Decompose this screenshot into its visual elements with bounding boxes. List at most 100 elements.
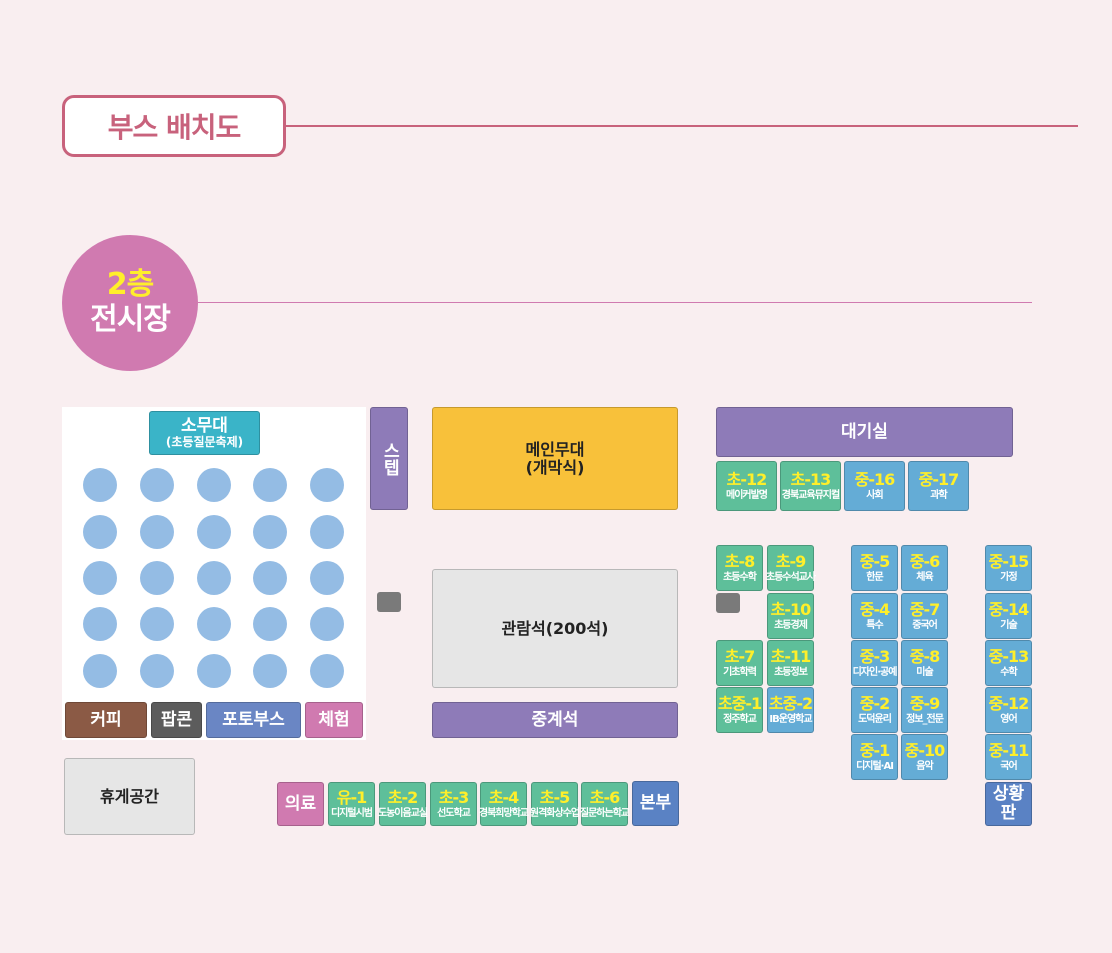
page-title: 부스 배치도	[62, 95, 286, 157]
booth-code: 중-2	[859, 693, 890, 713]
seat-table	[140, 607, 174, 641]
booth-code: 초-12	[726, 469, 768, 489]
booth-code: 중-1	[859, 740, 890, 760]
floor-badge: 2층 전시장	[62, 235, 198, 371]
booth: 중-8 미술	[901, 640, 948, 686]
booth-name: 도덕윤리	[858, 714, 892, 726]
staff-area: 스텝	[370, 407, 408, 510]
booth: 초-7 기초학력	[716, 640, 763, 686]
booth-code: 중-8	[909, 646, 940, 666]
booth-name: 초등수학	[723, 572, 757, 584]
seat-table	[83, 607, 117, 641]
booth-code: 초-5	[539, 787, 570, 807]
booth-code: 중-13	[988, 646, 1030, 666]
small-stage-label: 소무대	[181, 416, 228, 437]
booth-code: 유-1	[336, 787, 367, 807]
seat-table	[253, 607, 287, 641]
main-stage: 메인무대 (개막식)	[432, 407, 678, 510]
booth-code: 중-16	[854, 469, 896, 489]
booth-name: 정주학교	[723, 714, 757, 726]
booth: 초중-2 IB운영학교	[767, 687, 814, 733]
booth: 초-9 초등수석교사	[765, 545, 816, 591]
booth: 중-11 국어	[985, 734, 1032, 780]
booth: 초-5 원격화상수업	[529, 782, 580, 826]
booth: 중-17 과학	[908, 461, 969, 511]
headquarters-booth: 본부	[632, 781, 679, 826]
seat-table	[140, 561, 174, 595]
booth: 초-11 초등정보	[767, 640, 814, 686]
booth-name: 체육	[916, 572, 933, 584]
booth-name: 초등수석교사	[765, 572, 816, 584]
booth-code: 중-11	[988, 740, 1030, 760]
booth-name: 가정	[1000, 572, 1017, 584]
booth-name: 경북희망학교	[478, 808, 529, 820]
booth-name: 과학	[930, 490, 947, 502]
booth-name: 메이커발명	[726, 490, 768, 502]
booth-name: 기초학력	[723, 667, 757, 679]
booth: 초-3 선도학교	[430, 782, 477, 826]
booth-code: 초-10	[770, 599, 812, 619]
booth-code: 중-4	[859, 599, 890, 619]
floor-name: 전시장	[90, 302, 171, 337]
seat-table	[197, 468, 231, 502]
booth-code: 중-7	[909, 599, 940, 619]
booth-name: IB운영학교	[769, 714, 812, 726]
booth-name: 초등정보	[774, 667, 808, 679]
booth-name: 경북교육뮤지컬	[781, 490, 840, 502]
coffee-booth: 커피	[65, 702, 147, 738]
booth: 초-13 경북교육뮤지컬	[780, 461, 841, 511]
booth-code: 초-6	[589, 787, 620, 807]
booth-name: 질문하는학교	[579, 808, 630, 820]
booth: 중-4 특수	[851, 593, 898, 639]
booth-name: 초등경제	[774, 620, 808, 632]
booth-name: 한문	[866, 572, 883, 584]
seat-table	[253, 654, 287, 688]
booth-code: 초중-2	[768, 693, 813, 713]
booth-name: 수학	[1000, 667, 1017, 679]
booth: 중-12 영어	[985, 687, 1032, 733]
booth-name: 원격화상수업	[529, 808, 580, 820]
small-stage: 소무대 (초등질문축제)	[149, 411, 260, 455]
pillar	[377, 592, 401, 612]
main-stage-label: 메인무대	[525, 439, 585, 459]
booth-code: 초-2	[387, 787, 418, 807]
booth: 중-3 디자인·공예	[851, 640, 898, 686]
booth: 중-16 사회	[844, 461, 905, 511]
seat-table	[310, 515, 344, 549]
booth-code: 초-8	[724, 551, 755, 571]
booth: 초-2 도농이음교실	[377, 782, 428, 826]
audience-seating: 관람석(200석)	[432, 569, 678, 688]
booth-code: 초-4	[488, 787, 519, 807]
booth-name: 미술	[916, 667, 933, 679]
booth-code: 중-15	[988, 551, 1030, 571]
booth-code: 중-3	[859, 646, 890, 666]
booth: 초-8 초등수학	[716, 545, 763, 591]
seat-table	[310, 654, 344, 688]
waiting-room: 대기실	[716, 407, 1013, 457]
popcorn-booth: 팝콘	[151, 702, 202, 738]
booth: 초-10 초등경제	[767, 593, 814, 639]
booth: 중-7 중국어	[901, 593, 948, 639]
booth-code: 중-9	[909, 693, 940, 713]
seat-table	[310, 607, 344, 641]
booth-code: 초-9	[775, 551, 806, 571]
seat-table	[83, 561, 117, 595]
booth-name: 기술	[1000, 620, 1017, 632]
seat-table	[140, 468, 174, 502]
experience-booth: 체험	[305, 702, 363, 738]
seat-table	[197, 654, 231, 688]
broadcast-booth: 중계석	[432, 702, 678, 738]
seat-table	[310, 561, 344, 595]
booth: 중-10 음악	[901, 734, 948, 780]
booth: 유-1 디지털시범	[328, 782, 375, 826]
booth-name: 디자인·공예	[852, 667, 898, 679]
main-stage-sub: (개막식)	[525, 457, 585, 477]
title-divider	[286, 125, 1078, 127]
seat-table	[197, 607, 231, 641]
booth-name: 도농이음교실	[377, 808, 428, 820]
seat-table	[83, 654, 117, 688]
booth: 중-5 한문	[851, 545, 898, 591]
pillar	[716, 593, 740, 613]
booth-name: 선도학교	[437, 808, 471, 820]
